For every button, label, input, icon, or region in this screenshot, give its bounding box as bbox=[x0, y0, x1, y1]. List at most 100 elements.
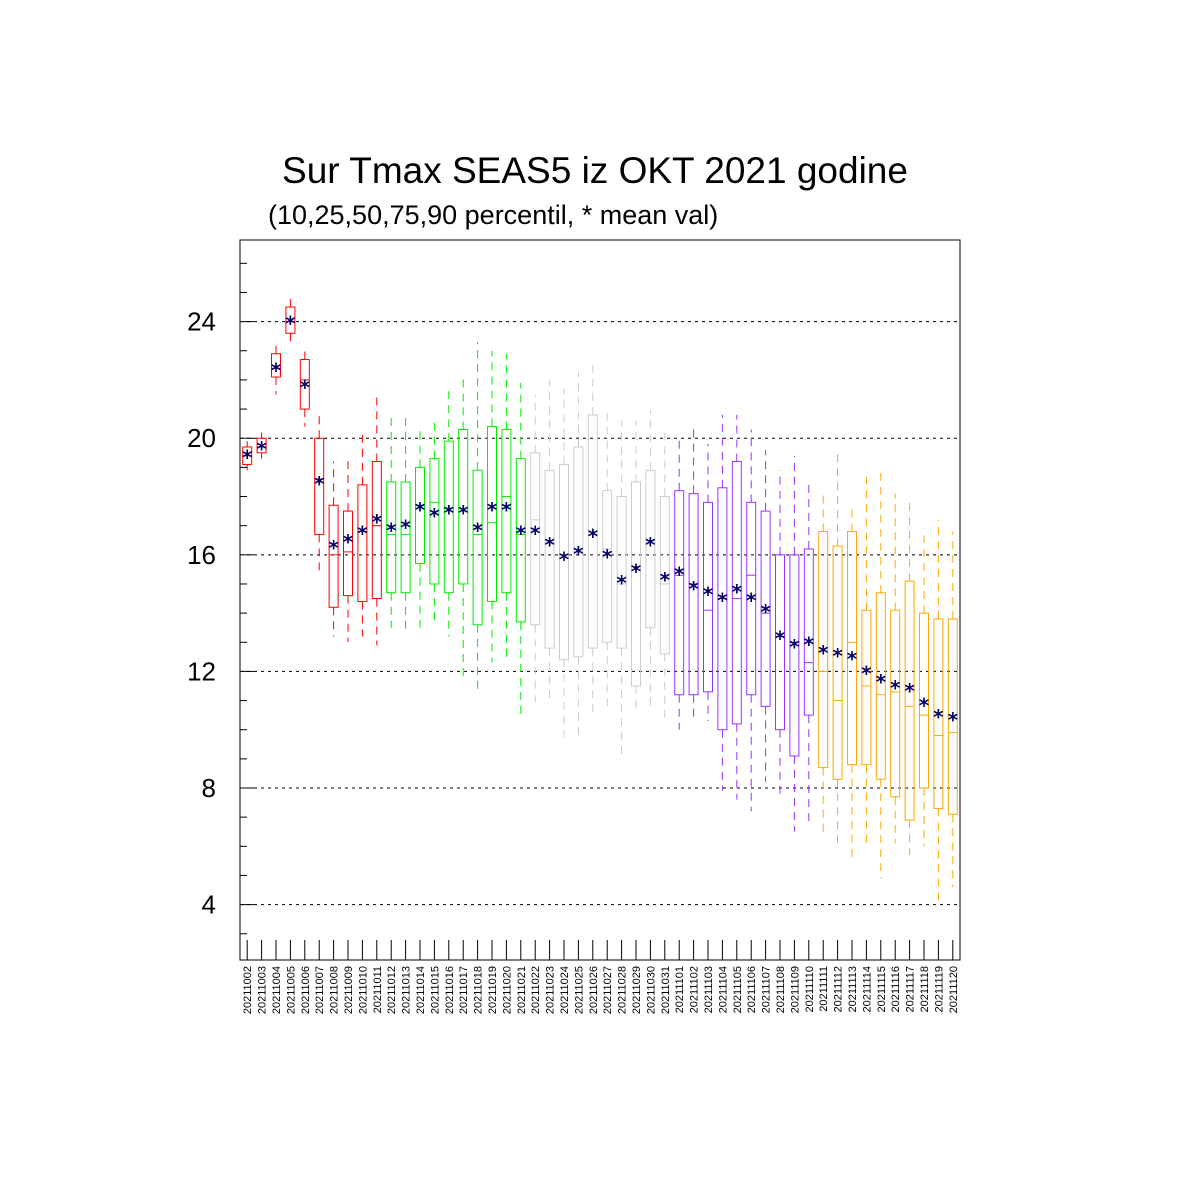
x-tick-label: 20211021 bbox=[516, 966, 528, 1014]
x-tick-label: 20211104 bbox=[717, 966, 729, 1013]
box-iqr bbox=[947, 618, 958, 815]
box-20211120 bbox=[947, 531, 958, 888]
box-iqr bbox=[501, 428, 512, 594]
mean-marker: * bbox=[616, 571, 627, 595]
box-20211015 bbox=[429, 420, 440, 625]
mean-marker: * bbox=[775, 626, 786, 650]
box-iqr bbox=[616, 496, 627, 649]
box-iqr bbox=[472, 469, 483, 626]
box-20211108 bbox=[775, 470, 785, 797]
mean-marker: * bbox=[847, 647, 858, 671]
x-tick-label: 20211111 bbox=[818, 966, 830, 1012]
box-20211102 bbox=[688, 429, 699, 719]
box-20211101 bbox=[674, 435, 685, 730]
mean-marker: * bbox=[760, 600, 771, 624]
box-20211029 bbox=[631, 420, 641, 710]
box-20211018 bbox=[472, 342, 483, 689]
x-tick-label: 20211025 bbox=[573, 966, 585, 1014]
box-20211021 bbox=[515, 382, 526, 719]
mean-marker: * bbox=[876, 670, 887, 694]
x-tick-label: 20211113 bbox=[847, 966, 859, 1013]
y-tick-label: 12 bbox=[187, 656, 216, 686]
box-iqr bbox=[602, 490, 613, 643]
box-20211109 bbox=[789, 455, 800, 832]
mean-marker: * bbox=[487, 498, 498, 522]
mean-marker: * bbox=[271, 358, 282, 382]
x-tick-label: 20211006 bbox=[300, 966, 312, 1014]
box-20211030 bbox=[645, 409, 656, 710]
box-20211011 bbox=[371, 397, 382, 646]
box-20211103 bbox=[703, 444, 713, 721]
mean-marker: * bbox=[890, 676, 901, 700]
mean-marker: * bbox=[458, 501, 469, 525]
mean-marker: * bbox=[343, 530, 354, 554]
x-tick-label: 20211110 bbox=[804, 966, 816, 1013]
y-tick-label: 20 bbox=[187, 423, 216, 453]
x-tick-label: 20211120 bbox=[948, 966, 960, 1013]
box-20211024 bbox=[559, 388, 569, 739]
box-iqr bbox=[631, 481, 641, 687]
mean-marker: * bbox=[804, 632, 815, 656]
box-20211016 bbox=[443, 385, 454, 637]
box-20211031 bbox=[659, 432, 670, 721]
box-iqr bbox=[429, 458, 440, 585]
box-iqr bbox=[703, 501, 713, 693]
x-tick-label: 20211012 bbox=[386, 966, 398, 1014]
box-20211017 bbox=[458, 374, 469, 678]
mean-marker: * bbox=[530, 521, 541, 545]
x-tick-label: 20211106 bbox=[746, 966, 758, 1013]
x-tick-label: 20211022 bbox=[530, 966, 542, 1014]
box-20211113 bbox=[847, 508, 857, 858]
mean-marker: * bbox=[660, 568, 671, 592]
box-iqr bbox=[530, 452, 541, 626]
box-20211007 bbox=[314, 411, 325, 573]
box-iqr bbox=[789, 554, 800, 757]
box-20211002 bbox=[242, 441, 253, 471]
mean-marker: * bbox=[703, 583, 714, 607]
box-20211013 bbox=[400, 414, 411, 631]
box-iqr bbox=[803, 548, 814, 716]
box-20211012 bbox=[386, 414, 397, 628]
mean-marker: * bbox=[919, 693, 930, 717]
box-iqr bbox=[775, 554, 785, 731]
box-iqr bbox=[659, 496, 670, 655]
box-iqr bbox=[559, 463, 569, 661]
box-20211112 bbox=[832, 452, 843, 844]
x-tick-label: 20211101 bbox=[674, 966, 686, 1013]
x-tick-label: 20211007 bbox=[314, 966, 326, 1014]
y-tick-label: 8 bbox=[202, 773, 216, 803]
mean-marker: * bbox=[631, 559, 642, 583]
box-iqr bbox=[587, 414, 598, 649]
box-iqr bbox=[861, 609, 872, 766]
x-tick-label: 20211016 bbox=[444, 966, 456, 1014]
x-tick-label: 20211014 bbox=[415, 966, 427, 1014]
x-tick-label: 20211010 bbox=[357, 966, 369, 1014]
x-tick-label: 20211009 bbox=[343, 966, 355, 1014]
box-20211106 bbox=[746, 429, 757, 812]
x-tick-label: 20211019 bbox=[487, 966, 499, 1014]
mean-marker: * bbox=[948, 708, 959, 732]
box-iqr bbox=[386, 481, 397, 594]
box-iqr bbox=[357, 484, 368, 602]
box-20211028 bbox=[616, 420, 627, 759]
box-20211023 bbox=[544, 379, 555, 701]
box-20211116 bbox=[890, 493, 901, 844]
mean-marker: * bbox=[357, 521, 368, 545]
mean-marker: * bbox=[501, 498, 512, 522]
box-iqr bbox=[731, 461, 742, 725]
mean-marker: * bbox=[904, 679, 915, 703]
box-20211005 bbox=[285, 295, 296, 345]
mean-marker: * bbox=[717, 589, 728, 613]
x-tick-label: 20211020 bbox=[501, 966, 513, 1014]
mean-marker: * bbox=[429, 504, 440, 528]
box-iqr bbox=[328, 504, 339, 608]
box-iqr bbox=[760, 510, 771, 707]
x-tick-label: 20211105 bbox=[732, 966, 744, 1013]
box-iqr bbox=[415, 466, 425, 565]
box-iqr bbox=[645, 469, 656, 629]
plot-frame bbox=[239, 239, 961, 961]
mean-marker: * bbox=[559, 548, 570, 572]
box-iqr bbox=[487, 426, 497, 602]
box-iqr bbox=[818, 530, 829, 769]
x-tick-label: 20211119 bbox=[933, 966, 945, 1013]
